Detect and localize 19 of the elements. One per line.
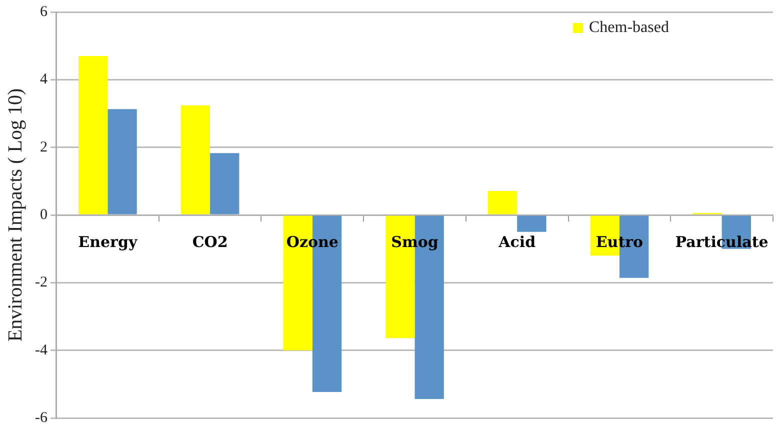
bar xyxy=(78,56,108,214)
bar xyxy=(108,109,137,214)
y-tick-label: -4 xyxy=(34,342,48,358)
y-axis-title: Environment Impacts ( Log 10) xyxy=(4,88,26,342)
y-tick-label: 0 xyxy=(40,206,48,223)
y-tick-label: 6 xyxy=(40,4,48,20)
x-tick-label: Acid xyxy=(498,232,536,251)
bar xyxy=(210,153,240,214)
y-tick-label: -2 xyxy=(34,274,48,291)
y-tick-label: 4 xyxy=(40,72,48,88)
y-tick-label: 2 xyxy=(40,139,48,156)
bar xyxy=(517,216,546,232)
y-tick-label: -6 xyxy=(34,410,48,426)
x-tick-label: Eutro xyxy=(596,232,644,251)
bar xyxy=(180,105,210,214)
x-tick-label: Energy xyxy=(78,232,138,251)
bar xyxy=(488,190,518,214)
legend-label: Chem-based xyxy=(589,19,669,36)
x-tick-label: CO2 xyxy=(192,232,228,251)
